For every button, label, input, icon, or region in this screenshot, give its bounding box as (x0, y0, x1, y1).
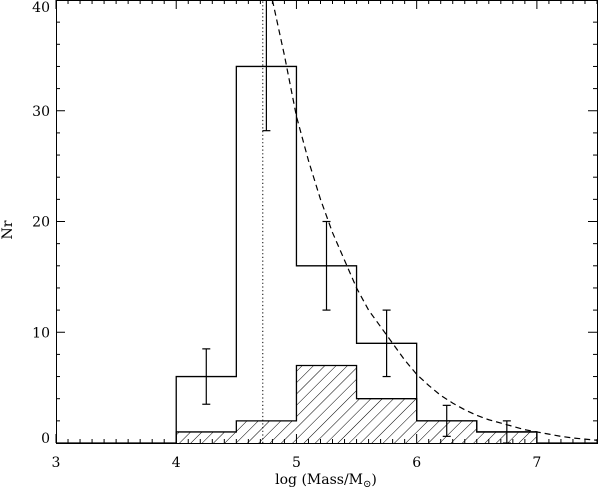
dashed-fit-curve (271, 0, 598, 441)
y-axis-label: Nr (0, 220, 16, 239)
x-tick-label: 5 (292, 455, 301, 471)
y-tick-label: 40 (32, 0, 50, 16)
hatched-bar (296, 365, 357, 443)
x-axis-label: log (Mass/M⊙) (275, 472, 377, 490)
x-tick-label: 7 (532, 455, 541, 471)
y-tick-label: 0 (41, 431, 50, 447)
hatched-bar (176, 431, 237, 443)
x-tick-label: 4 (172, 455, 181, 471)
y-tick-label: 30 (32, 104, 50, 120)
y-tick-label: 20 (32, 215, 50, 231)
axis-ticks (55, 0, 598, 444)
x-axis-label-subscript: ⊙ (363, 479, 371, 490)
hatched-bar (356, 398, 417, 443)
plot-area (56, 0, 598, 443)
x-tick-label: 6 (412, 455, 421, 471)
y-tick-label: 10 (32, 325, 50, 341)
tick-labels: 3 4 5 6 7 0 10 20 30 40 (32, 0, 541, 471)
hatched-bar (236, 420, 297, 443)
x-tick-label: 3 (52, 455, 61, 471)
